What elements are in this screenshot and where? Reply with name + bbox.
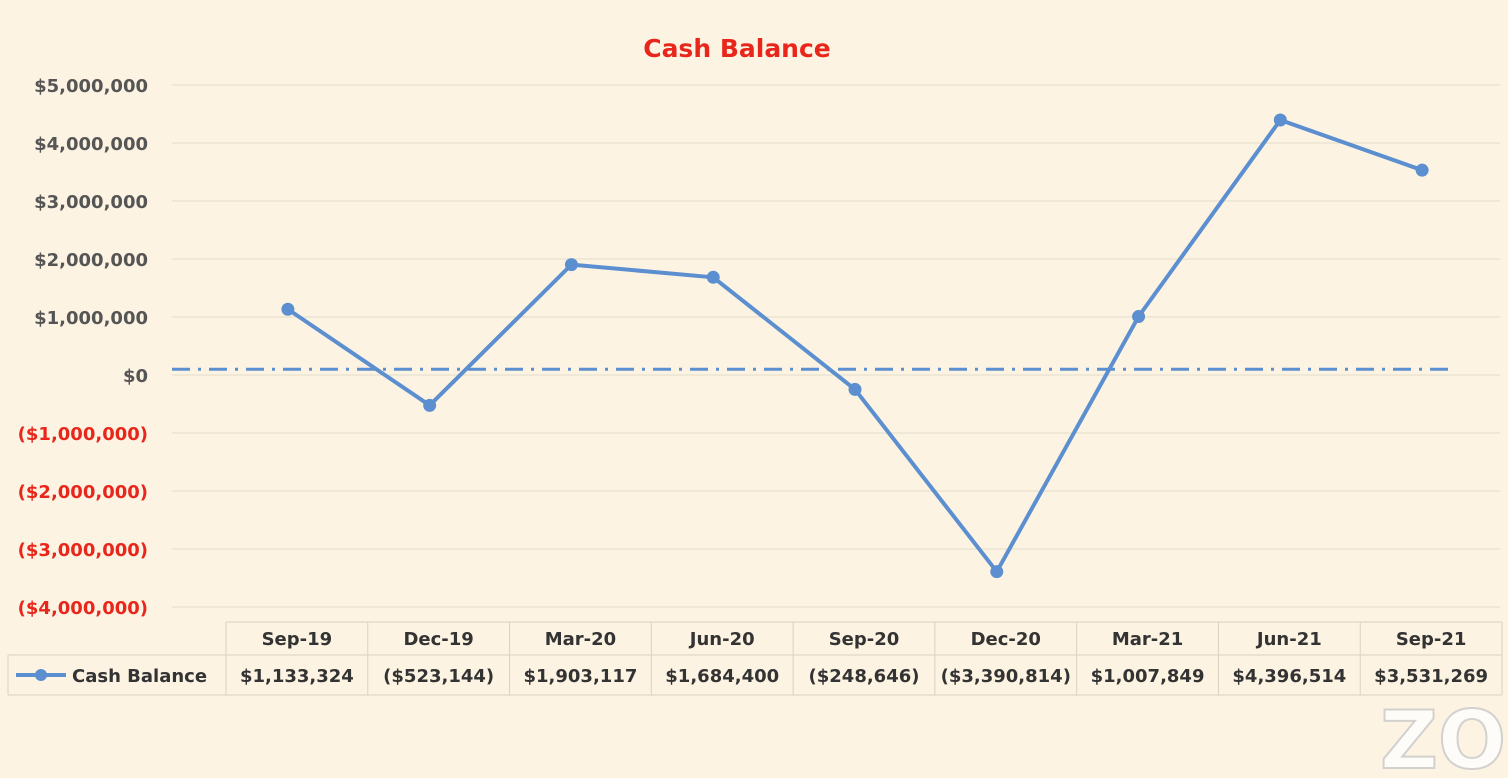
x-category-label: Sep-19 bbox=[262, 629, 333, 650]
data-point-dec-20 bbox=[990, 565, 1004, 579]
data-point-mar-20 bbox=[564, 258, 578, 272]
data-value-label: ($523,144) bbox=[383, 666, 494, 687]
x-category-label: Dec-19 bbox=[403, 629, 473, 650]
data-value-label: ($248,646) bbox=[809, 666, 920, 687]
data-value-label: $1,684,400 bbox=[665, 666, 779, 687]
data-value-label: $1,007,849 bbox=[1091, 666, 1205, 687]
data-table: Sep-19 Dec-19 Mar-20 Jun-20 Sep-20 Dec-20 Mar-… bbox=[7, 621, 1503, 696]
y-tick-label: $1,000,000 bbox=[34, 308, 148, 329]
watermark-logo: ZO bbox=[1380, 694, 1506, 778]
y-tick-label: $4,000,000 bbox=[34, 134, 148, 155]
data-point-sep-21 bbox=[1415, 163, 1429, 177]
data-point-sep-20 bbox=[848, 382, 862, 396]
data-point-dec-19 bbox=[423, 398, 437, 412]
data-value-label: ($3,390,814) bbox=[941, 666, 1071, 687]
y-tick-label: $3,000,000 bbox=[34, 192, 148, 213]
data-point-jun-20 bbox=[706, 270, 720, 284]
gridlines bbox=[172, 84, 1500, 608]
series-line-cash-balance bbox=[286, 118, 1423, 574]
x-category-label: Mar-20 bbox=[545, 629, 616, 650]
x-category-label: Mar-21 bbox=[1112, 629, 1183, 650]
y-tick-label: $5,000,000 bbox=[34, 76, 148, 97]
y-tick-label: ($4,000,000) bbox=[18, 598, 148, 619]
data-value-label: $3,531,269 bbox=[1374, 666, 1488, 687]
data-value-label: $1,903,117 bbox=[524, 666, 638, 687]
y-tick-label: ($3,000,000) bbox=[18, 540, 148, 561]
x-category-label: Sep-20 bbox=[829, 629, 900, 650]
y-axis: $5,000,000 $4,000,000 $3,000,000 $2,000,000… bbox=[18, 76, 148, 619]
data-points bbox=[281, 113, 1429, 579]
x-category-label: Jun-20 bbox=[688, 629, 755, 650]
y-tick-label: $0 bbox=[123, 366, 148, 387]
data-value-label: $1,133,324 bbox=[240, 666, 354, 687]
y-tick-label: $2,000,000 bbox=[34, 250, 148, 271]
y-tick-label: ($1,000,000) bbox=[18, 424, 148, 445]
x-category-label: Jun-21 bbox=[1255, 629, 1322, 650]
data-point-jun-21 bbox=[1273, 113, 1287, 127]
chart-title: Cash Balance bbox=[643, 34, 831, 63]
y-tick-label: ($2,000,000) bbox=[18, 482, 148, 503]
legend-marker-swatch bbox=[35, 669, 47, 681]
x-category-label: Dec-20 bbox=[971, 629, 1041, 650]
x-category-label: Sep-21 bbox=[1396, 629, 1467, 650]
data-point-mar-21 bbox=[1132, 310, 1146, 324]
data-value-label: $4,396,514 bbox=[1232, 666, 1346, 687]
data-point-sep-19 bbox=[281, 302, 295, 316]
legend-label: Cash Balance bbox=[72, 666, 207, 687]
